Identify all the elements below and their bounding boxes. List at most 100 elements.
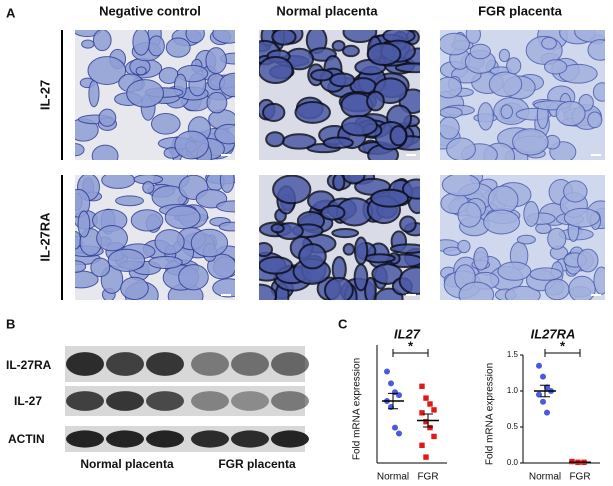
blot-band <box>106 352 144 376</box>
villus <box>389 125 408 147</box>
villus <box>331 228 360 239</box>
villus <box>331 40 346 52</box>
blot-band <box>271 391 309 411</box>
villus <box>259 283 277 300</box>
villus <box>75 188 91 218</box>
villus <box>75 230 82 250</box>
villus <box>342 175 366 185</box>
micrograph <box>75 30 235 160</box>
villus <box>219 72 235 98</box>
villus <box>353 236 369 266</box>
villus <box>218 221 235 232</box>
data-point <box>540 373 546 380</box>
data-point <box>540 398 546 405</box>
villus <box>98 108 117 127</box>
villus <box>440 32 470 56</box>
villus <box>593 266 605 295</box>
villus <box>473 246 489 271</box>
blot-band <box>66 352 104 376</box>
micrograph <box>259 175 420 300</box>
data-point <box>384 368 390 375</box>
villus <box>512 128 549 156</box>
villus <box>272 175 312 205</box>
villus <box>547 227 567 250</box>
band-label: IL-27RA <box>6 358 52 372</box>
villus <box>90 257 111 278</box>
column-title: FGR placenta <box>478 3 563 18</box>
villus <box>440 106 463 119</box>
data-point <box>396 430 402 437</box>
villus <box>142 181 155 194</box>
villus <box>544 59 568 75</box>
villus <box>92 30 112 52</box>
villus <box>207 253 235 280</box>
villus <box>164 205 201 230</box>
blot-band <box>271 352 309 376</box>
scale-bar <box>221 294 231 296</box>
band-label: ACTIN <box>8 432 45 446</box>
villus <box>457 239 471 254</box>
villus <box>310 68 334 82</box>
data-point <box>423 395 429 401</box>
scale-bar <box>406 294 416 296</box>
micrograph <box>440 175 605 300</box>
villus <box>96 225 128 252</box>
villus <box>271 30 297 46</box>
villus <box>446 137 476 160</box>
villus <box>294 100 331 124</box>
panel-label: C <box>338 316 348 331</box>
villus <box>465 30 481 44</box>
data-point <box>419 410 425 416</box>
blot-band <box>146 430 184 448</box>
villus <box>322 136 354 149</box>
y-tick-label: 1.0 <box>507 386 519 395</box>
error-bar <box>423 413 433 428</box>
x-tick-label: Normal <box>377 472 409 483</box>
villus <box>147 35 165 57</box>
villus <box>332 175 346 192</box>
villus <box>353 263 369 292</box>
significance-ticks <box>392 349 429 357</box>
villus <box>91 144 119 160</box>
villus <box>488 71 523 97</box>
villus <box>541 36 557 50</box>
villus <box>500 104 513 120</box>
villus <box>529 267 563 281</box>
micrograph <box>75 175 235 300</box>
y-tick-label: 0.0 <box>507 458 519 467</box>
data-point <box>431 433 437 440</box>
significance-ticks <box>544 349 581 357</box>
villus <box>506 57 522 75</box>
panel-label: B <box>6 316 15 331</box>
villus <box>81 39 95 49</box>
villus <box>148 255 183 269</box>
data-point <box>544 409 550 416</box>
villus <box>174 130 209 160</box>
blot-band <box>231 430 269 448</box>
villus <box>281 133 317 150</box>
x-tick-label: FGR <box>417 472 438 483</box>
data-point <box>423 419 429 425</box>
villus <box>592 82 605 102</box>
micrograph <box>440 30 605 160</box>
villus <box>523 200 540 227</box>
villus <box>132 30 150 56</box>
scale-bar <box>591 154 601 156</box>
villus <box>298 243 327 270</box>
blot-band <box>271 430 309 448</box>
villus <box>323 276 354 300</box>
micrograph <box>259 30 420 160</box>
blot-band <box>191 391 229 411</box>
band-label: IL-27 <box>14 394 42 408</box>
villus <box>120 276 149 300</box>
villus <box>544 278 570 300</box>
data-point <box>419 383 425 389</box>
villus <box>363 253 396 264</box>
scale-bar <box>591 294 601 296</box>
villus <box>366 42 402 66</box>
villus <box>115 195 144 207</box>
villus <box>398 266 420 295</box>
row-title: IL-27RA <box>37 212 52 262</box>
y-tick-label: 1.5 <box>507 350 519 359</box>
